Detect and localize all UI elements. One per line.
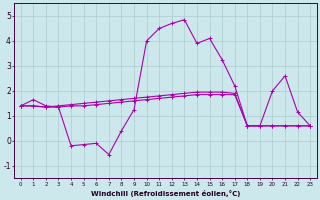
X-axis label: Windchill (Refroidissement éolien,°C): Windchill (Refroidissement éolien,°C) bbox=[91, 190, 240, 197]
